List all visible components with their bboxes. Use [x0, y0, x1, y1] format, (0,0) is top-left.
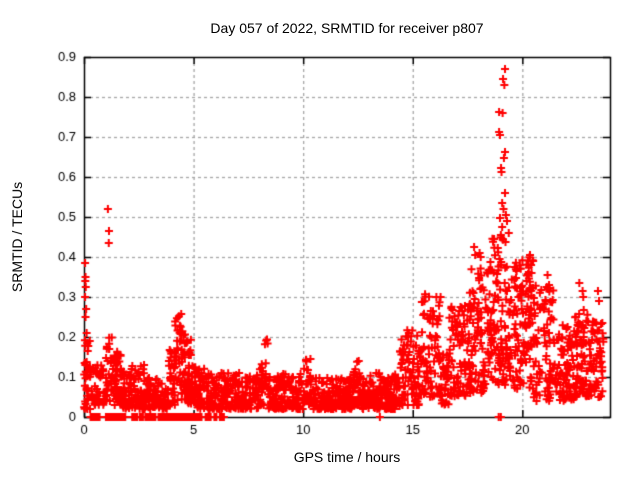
- y-axis-label: SRMTID / TECUs: [9, 181, 25, 293]
- chart-title: Day 057 of 2022, SRMTID for receiver p80…: [210, 20, 484, 36]
- x-axis-label: GPS time / hours: [293, 449, 401, 465]
